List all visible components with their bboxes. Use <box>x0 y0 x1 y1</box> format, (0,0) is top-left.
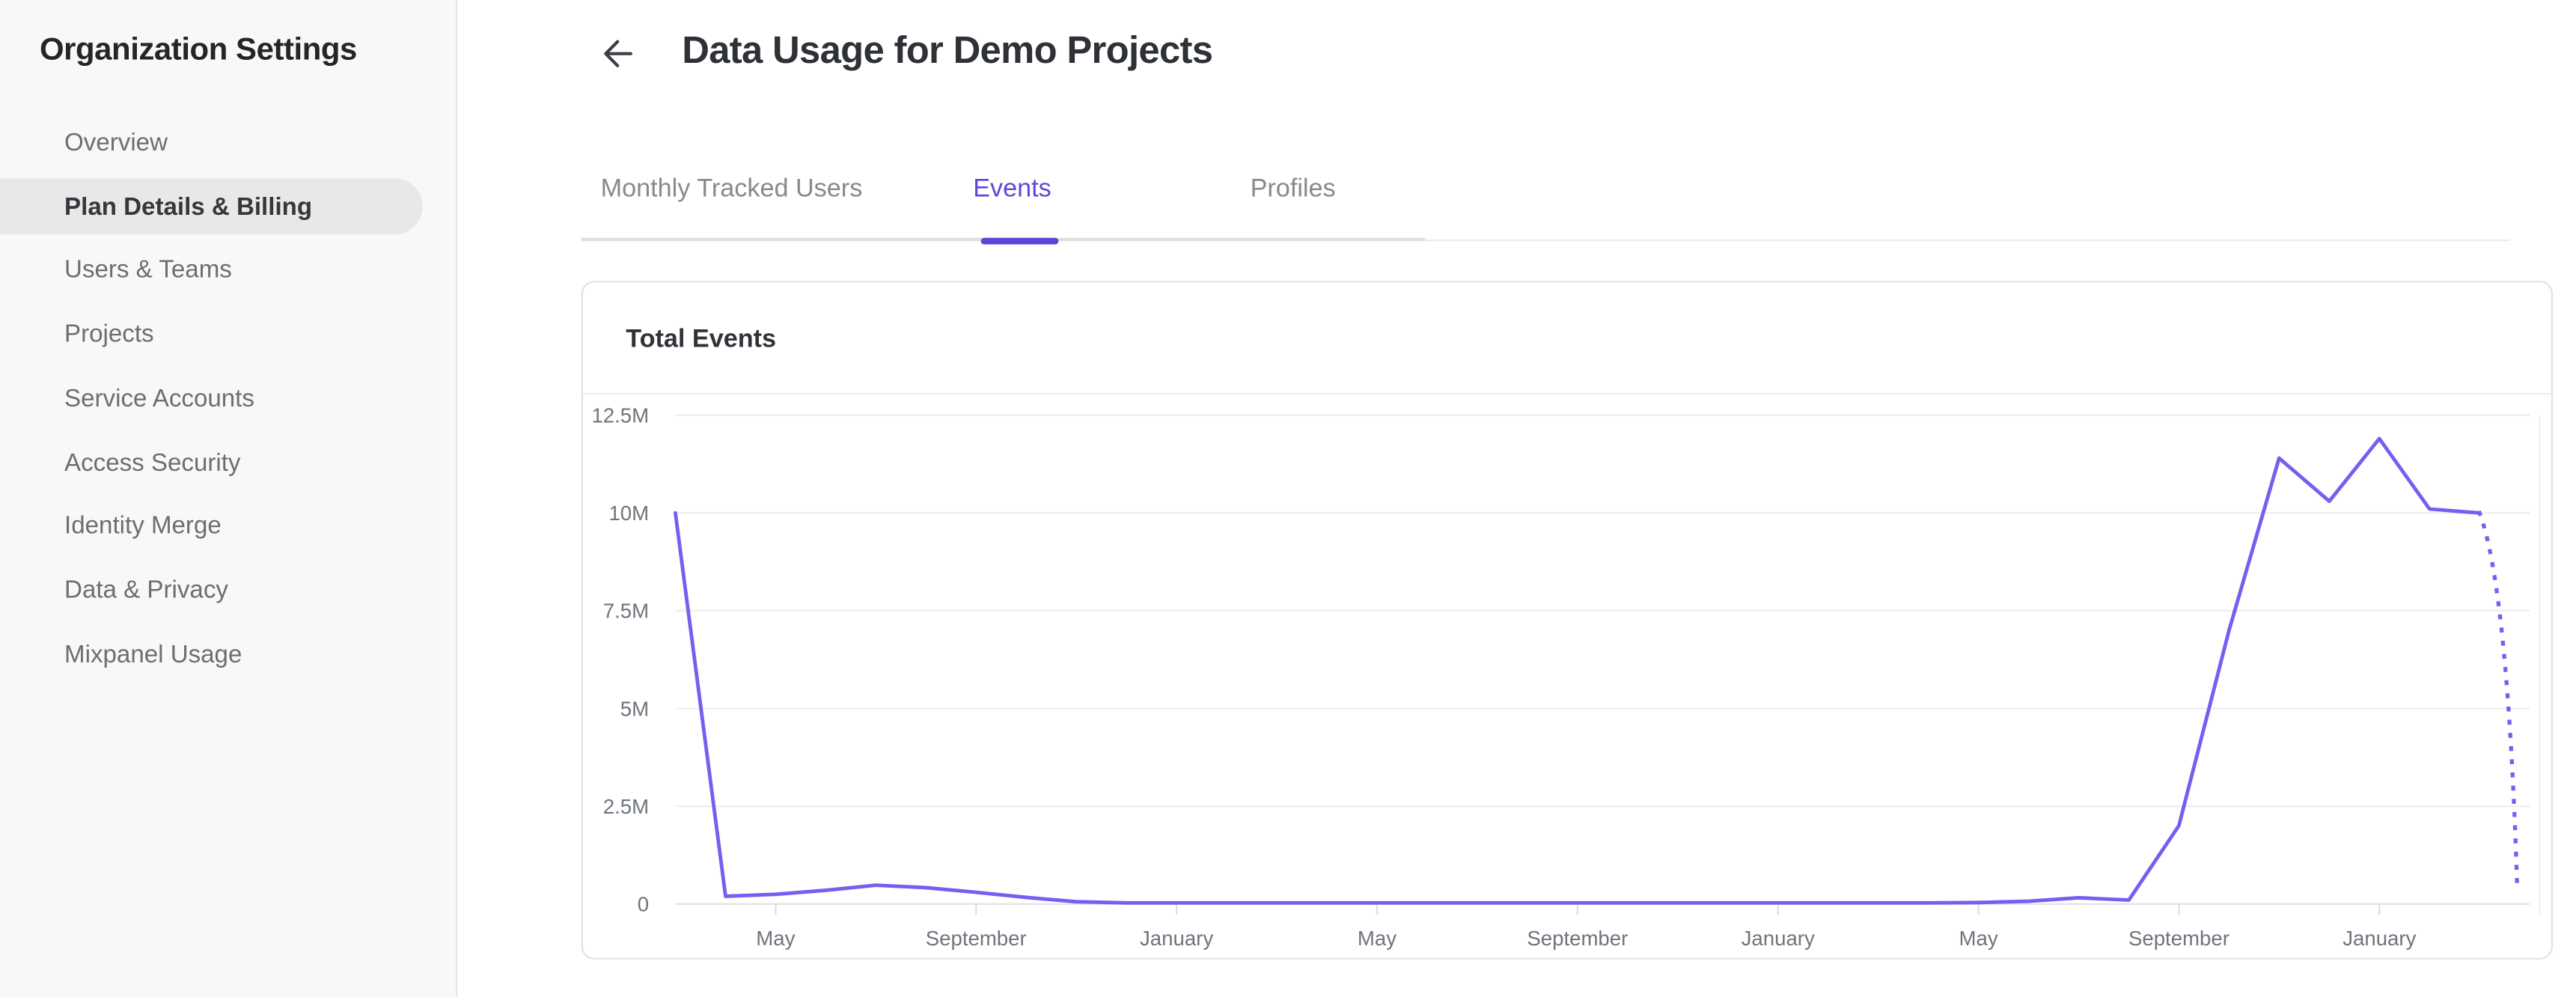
card-title: Total Events <box>626 325 777 354</box>
x-axis-label: September <box>926 927 1027 950</box>
x-axis-label: January <box>1140 927 1213 950</box>
sidebar-item-data-privacy[interactable]: Data & Privacy <box>64 576 228 605</box>
events-series-line[interactable] <box>673 436 2482 905</box>
events-series-projection-dotted[interactable] <box>2476 510 2520 891</box>
main-content: Data Usage for Demo Projects Monthly Tra… <box>459 0 2576 997</box>
total-events-chart: 0 2.5M 5M 7.5M 10M 12.5M May September January Ma… <box>591 403 2541 950</box>
x-axis-label: May <box>1959 927 1998 950</box>
sidebar-item-access-security[interactable]: Access Security <box>64 448 241 477</box>
x-axis-label: September <box>2128 927 2229 950</box>
sidebar: Organization Settings Overview Plan Deta… <box>0 0 458 997</box>
y-axis-label: 2.5M <box>603 795 649 818</box>
total-events-card: Total Events 0 2.5M 5M 7.5M 10M 12.5M May Septe… <box>581 281 2554 960</box>
page-title: Data Usage for Demo Projects <box>682 28 1213 71</box>
x-axis-label: September <box>1527 927 1628 950</box>
sidebar-item-mixpanel-usage[interactable]: Mixpanel Usage <box>64 640 242 669</box>
tab-profiles[interactable]: Profiles <box>1250 174 1336 204</box>
y-axis-label: 5M <box>620 697 649 720</box>
card-header: Total Events <box>582 282 2551 395</box>
tab-bar: Monthly Tracked Users Events Profiles <box>581 145 2543 245</box>
back-arrow-icon <box>603 39 632 67</box>
sidebar-title: Organization Settings <box>39 33 357 68</box>
x-axis-label: May <box>756 927 795 950</box>
tabs: Monthly Tracked Users Events Profiles <box>591 145 1433 234</box>
sidebar-nav: Overview Plan Details & Billing Users & … <box>0 111 457 686</box>
tab-monthly-tracked-users[interactable]: Monthly Tracked Users <box>600 174 863 204</box>
tab-bar-divider <box>581 239 2510 242</box>
x-axis-label: May <box>1358 927 1397 950</box>
sidebar-item-users-teams[interactable]: Users & Teams <box>64 256 232 285</box>
sidebar-item-overview[interactable]: Overview <box>64 128 168 157</box>
y-axis-label: 12.5M <box>591 403 649 427</box>
tab-events[interactable]: Events <box>973 174 1052 204</box>
sidebar-item-identity-merge[interactable]: Identity Merge <box>64 512 222 541</box>
sidebar-item-projects[interactable]: Projects <box>64 320 154 349</box>
x-axis-label: January <box>1742 927 1815 950</box>
y-axis-label: 10M <box>608 501 649 525</box>
active-tab-underline <box>980 237 1059 245</box>
y-axis-label: 0 <box>638 892 649 915</box>
y-axis-label: 7.5M <box>603 600 649 623</box>
sidebar-item-plan-details-billing[interactable]: Plan Details & Billing <box>0 174 457 238</box>
sidebar-item-service-accounts[interactable]: Service Accounts <box>64 384 254 413</box>
x-axis-label: January <box>2342 927 2416 950</box>
back-button[interactable] <box>596 31 639 74</box>
